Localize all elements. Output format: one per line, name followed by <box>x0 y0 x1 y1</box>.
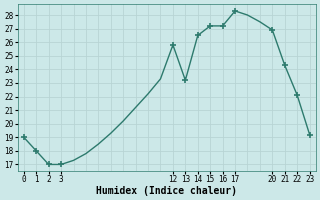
X-axis label: Humidex (Indice chaleur): Humidex (Indice chaleur) <box>96 186 237 196</box>
